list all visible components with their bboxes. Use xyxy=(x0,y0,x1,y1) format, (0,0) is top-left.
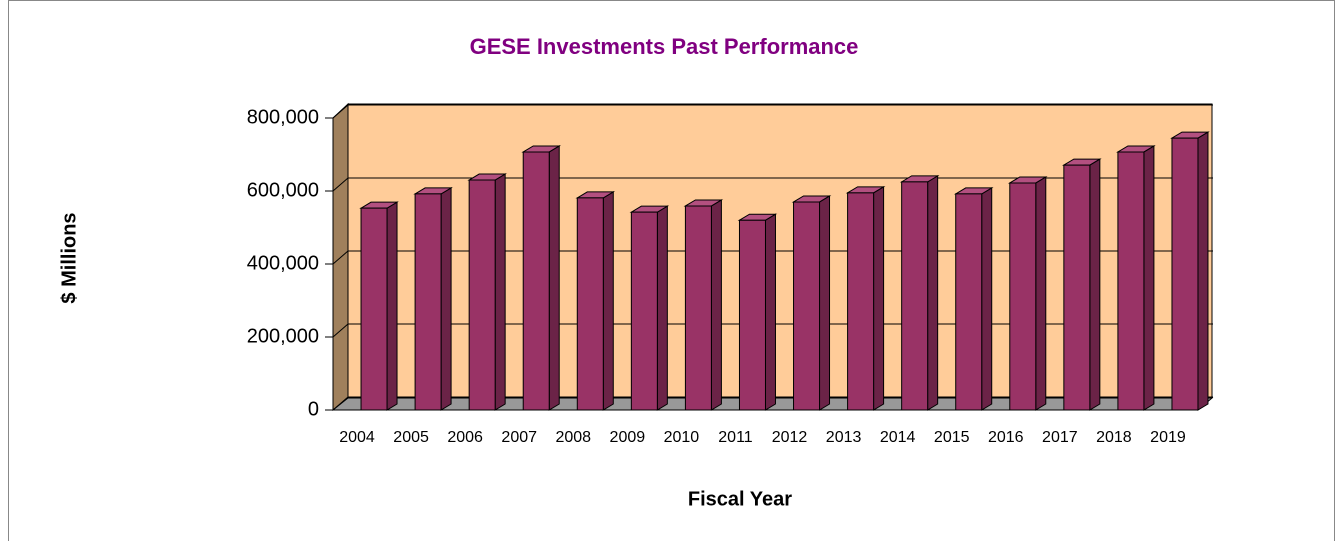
bar-front xyxy=(360,207,388,411)
bar-side xyxy=(494,173,506,411)
grid-line xyxy=(332,396,349,411)
bar xyxy=(1116,145,1156,411)
y-tick-label: 0 xyxy=(308,398,319,420)
bar-side xyxy=(440,187,452,411)
bar xyxy=(413,187,453,411)
x-tick-label: 2017 xyxy=(1042,429,1078,446)
x-tick-label: 2016 xyxy=(988,429,1024,446)
bar-side xyxy=(710,199,722,411)
x-tick-label: 2014 xyxy=(880,429,916,446)
bar xyxy=(791,195,832,411)
bar-front xyxy=(901,181,929,411)
bar-front xyxy=(522,151,550,411)
bar xyxy=(629,205,670,411)
bar-side xyxy=(764,213,776,411)
bar-side xyxy=(386,201,398,411)
bar xyxy=(899,174,940,411)
bar xyxy=(359,201,399,411)
x-tick-label: 2019 xyxy=(1150,429,1186,446)
bar-side xyxy=(873,185,885,411)
bar xyxy=(1170,131,1210,411)
bar-side xyxy=(981,187,993,411)
bar-front xyxy=(630,211,658,411)
bar-side xyxy=(819,195,831,411)
bar-front xyxy=(847,192,875,411)
x-tick-label: 2012 xyxy=(772,429,808,446)
y-tick-label: 800,000 xyxy=(247,106,319,128)
x-tick-label: 2009 xyxy=(610,429,646,446)
bar xyxy=(521,145,562,411)
bar-front xyxy=(793,201,821,411)
bar-side xyxy=(927,174,939,411)
bar-front xyxy=(1009,182,1037,411)
x-tick-label: 2015 xyxy=(934,429,970,446)
x-tick-label: 2018 xyxy=(1096,429,1132,446)
x-axis-label: Fiscal Year xyxy=(688,488,792,510)
grid-line xyxy=(332,323,349,338)
bar xyxy=(1062,158,1102,411)
bar-front xyxy=(414,193,442,411)
bar-side xyxy=(656,205,668,411)
bar-front xyxy=(955,193,983,411)
bar-side xyxy=(1089,158,1101,411)
y-tick-label: 600,000 xyxy=(247,179,319,201)
chart-title: GESE Investments Past Performance xyxy=(470,34,859,59)
x-tick-label: 2010 xyxy=(664,429,700,446)
bar-side xyxy=(1197,131,1209,411)
bar-front xyxy=(1063,164,1091,411)
bar xyxy=(737,213,778,411)
bar-side xyxy=(602,191,614,411)
bar-front xyxy=(1117,151,1145,411)
bar-side xyxy=(548,145,560,411)
bar-front xyxy=(1171,137,1199,411)
x-tick-label: 2007 xyxy=(501,429,537,446)
bar-front xyxy=(576,197,604,411)
bar xyxy=(683,199,724,411)
y-tick-label: 200,000 xyxy=(247,325,319,347)
bar-side xyxy=(1143,145,1155,411)
bar-front xyxy=(684,205,712,411)
y-axis-label: $ Millions xyxy=(58,212,80,303)
grid-line xyxy=(332,250,349,265)
x-tick-label: 2011 xyxy=(718,429,753,446)
bar-front xyxy=(738,219,766,411)
grid-line xyxy=(332,177,349,192)
x-tick-label: 2005 xyxy=(393,429,429,446)
bar xyxy=(575,191,616,411)
bar xyxy=(953,187,994,411)
bar-side xyxy=(1035,176,1047,411)
bar-front xyxy=(468,179,496,411)
bar xyxy=(845,185,886,411)
x-tick-label: 2006 xyxy=(447,429,483,446)
bar xyxy=(467,173,507,411)
x-tick-label: 2004 xyxy=(339,429,375,446)
bar xyxy=(1007,176,1048,411)
y-tick-label: 400,000 xyxy=(247,252,319,274)
x-tick-label: 2013 xyxy=(826,429,862,446)
grid-line xyxy=(332,104,349,119)
x-tick-label: 2008 xyxy=(555,429,591,446)
